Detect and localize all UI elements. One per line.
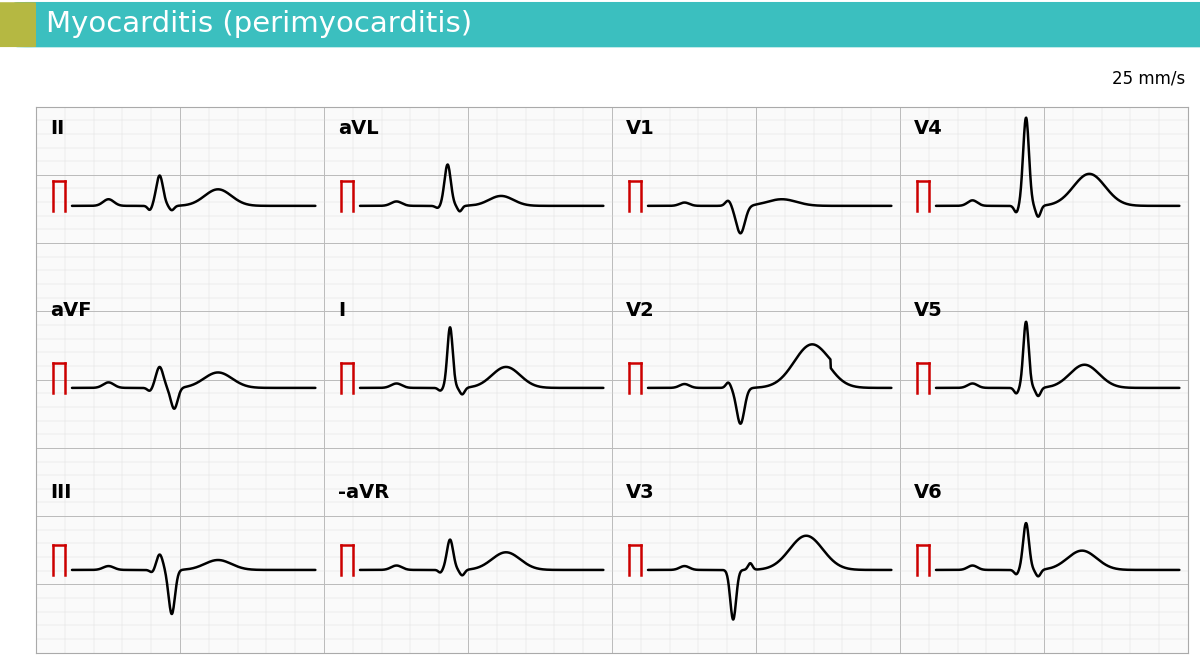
Text: aVF: aVF [50,301,92,320]
Text: III: III [50,484,72,502]
Text: II: II [50,119,65,139]
Text: V3: V3 [626,484,655,502]
Text: Myocarditis (perimyocarditis): Myocarditis (perimyocarditis) [46,9,472,38]
FancyBboxPatch shape [0,2,36,47]
Text: -aVR: -aVR [338,484,390,502]
Text: V5: V5 [914,301,943,320]
Text: 25 mm/s: 25 mm/s [1112,69,1186,88]
Text: aVL: aVL [338,119,379,139]
Text: V2: V2 [626,301,655,320]
FancyBboxPatch shape [14,2,1200,47]
Text: I: I [338,301,346,320]
Text: V4: V4 [914,119,943,139]
Text: V1: V1 [626,119,655,139]
Text: V6: V6 [914,484,943,502]
